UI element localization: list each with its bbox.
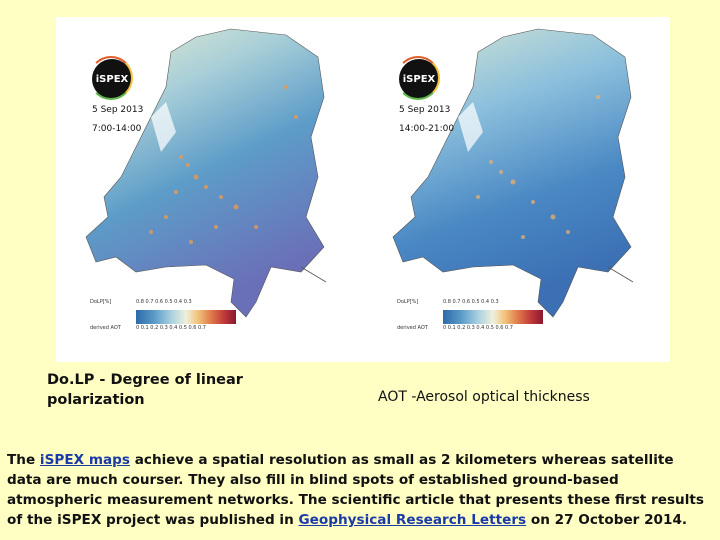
description-paragraph: The iSPEX maps achieve a spatial resolut… [7,450,707,530]
caption-aot: AOT -Aerosol optical thickness [378,389,590,405]
water-body [458,102,483,152]
arrow [607,266,634,283]
paragraph-text: The [7,452,40,468]
grl-link[interactable]: Geophysical Research Letters [298,512,527,528]
logo-ring [396,56,440,100]
ispex-maps-link[interactable]: iSPEX maps [39,452,130,468]
legend-top-label: DoLP[%] [90,299,112,305]
netherlands-map-left [85,28,327,318]
map-panel-left: iSPEX 5 Sep 2013 7:00-14:00 DoLP[%] 0.8 … [56,17,363,362]
legend-top-label: DoLP[%] [397,299,419,305]
legend-bottom-ticks: 0 0.1 0.2 0.3 0.4 0.5 0.6 0.7 [136,325,206,331]
country-shape [392,28,632,318]
map-time: 7:00-14:00 [92,124,142,134]
logo-ring [89,56,133,100]
arrow [300,266,327,283]
map-date: 5 Sep 2013 [92,105,144,115]
data-points [149,85,298,244]
map-date: 5 Sep 2013 [399,105,451,115]
color-legend-bar [136,310,236,324]
netherlands-map-right [392,28,634,318]
legend-bottom-label: derived AOT [90,325,121,331]
water-body [151,102,176,152]
maps-figure: iSPEX 5 Sep 2013 7:00-14:00 DoLP[%] 0.8 … [56,17,670,362]
legend-bottom-label: derived AOT [397,325,428,331]
paragraph-text: achieve a spatial resolution as small as… [7,452,704,528]
data-points [476,95,600,239]
legend-bottom-ticks: 0 0.1 0.2 0.3 0.4 0.5 0.6 0.7 [443,325,513,331]
color-legend-bar [443,310,543,324]
ispex-logo: iSPEX [89,56,133,100]
legend-top-ticks: 0.8 0.7 0.6 0.5 0.4 0.3 [443,299,499,305]
map-time: 14:00-21:00 [399,124,455,134]
map-panel-right: iSPEX 5 Sep 2013 14:00-21:00 DoLP[%] 0.8… [363,17,670,362]
paragraph-text: on 27 October 2014. [526,512,688,528]
ispex-logo: iSPEX [396,56,440,100]
country-shape [85,28,325,318]
legend-top-ticks: 0.8 0.7 0.6 0.5 0.4 0.3 [136,299,192,305]
caption-dolp: Do.LP - Degree of linear polarization [47,372,243,408]
